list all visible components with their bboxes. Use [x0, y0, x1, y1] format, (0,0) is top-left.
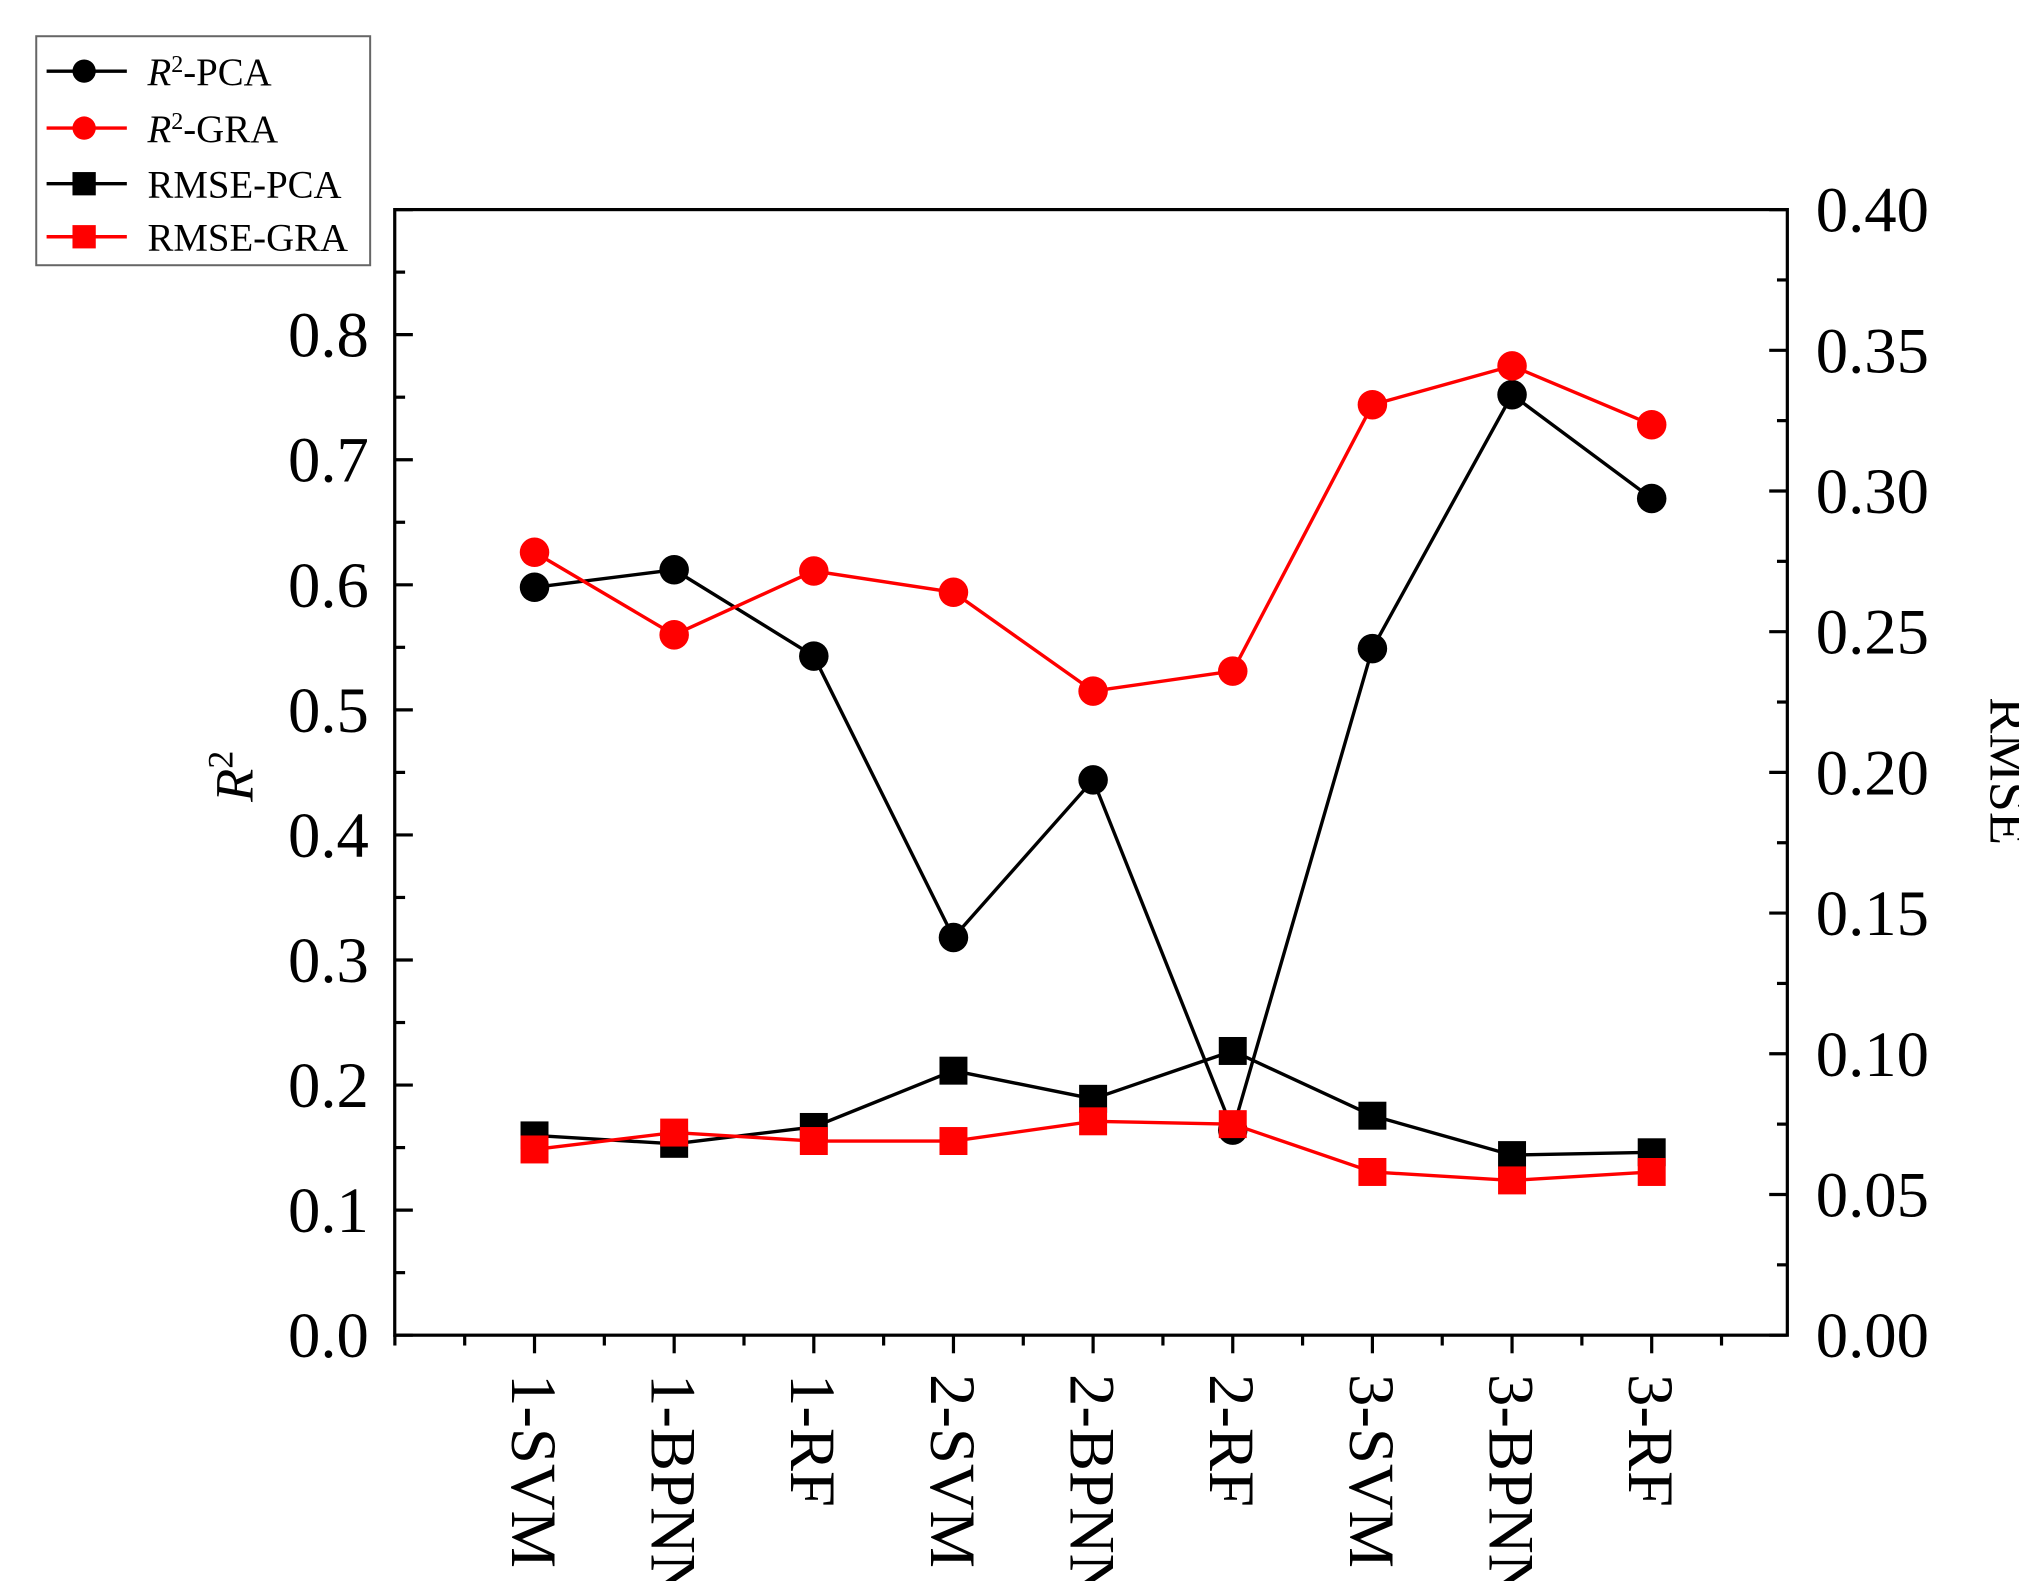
left-tick-label: 0.5	[288, 674, 369, 746]
right-tick-label: 0.10	[1816, 1018, 1929, 1090]
right-tick-label: 0.35	[1816, 314, 1929, 386]
data-point	[1078, 765, 1108, 795]
data-point	[939, 1127, 968, 1155]
legend-entry: R2-PCA	[46, 51, 272, 94]
data-point	[519, 537, 550, 568]
data-point	[1218, 1110, 1247, 1139]
data-point	[1498, 1141, 1527, 1170]
data-point	[1637, 1157, 1666, 1186]
legend: R2-PCA R2-GRA RMSE-PCA RMSE-GRA	[35, 35, 372, 267]
data-point	[1357, 633, 1388, 664]
series-r-gra	[519, 351, 1667, 706]
legend-entry: RMSE-GRA	[46, 217, 348, 260]
data-point	[1218, 656, 1248, 686]
right-tick-label: 0.05	[1816, 1158, 1929, 1230]
legend-label: R2-GRA	[147, 108, 279, 151]
data-point	[938, 922, 969, 953]
data-point	[660, 1118, 689, 1147]
series-layer	[519, 351, 1667, 1195]
left-tick-label: 0.3	[288, 924, 369, 996]
data-point	[799, 556, 829, 586]
data-point	[1498, 1166, 1527, 1195]
right-axis-title: RMSE	[1979, 697, 2019, 845]
data-point	[1497, 379, 1527, 410]
legend-entry: RMSE-PCA	[46, 164, 342, 207]
data-point	[659, 620, 689, 650]
x-tick-label: 2-SVM	[917, 1374, 989, 1568]
right-tick-label: 0.00	[1816, 1299, 1929, 1371]
right-tick-label: 0.30	[1816, 455, 1929, 527]
left-tick-label: 0.7	[288, 424, 369, 496]
data-point	[1079, 1107, 1108, 1136]
data-point	[1357, 389, 1388, 420]
left-tick-label: 0.1	[288, 1174, 369, 1246]
series-line	[533, 364, 1653, 693]
left-tick-label: 0.6	[288, 549, 369, 621]
right-y-axis: 0.00 0.05 0.10 0.15 0.20 0.25 0.30 0.35 0.40 RMSE	[1769, 174, 2019, 1371]
legend-marker	[72, 225, 96, 249]
x-tick-label: 2-RF	[1196, 1374, 1268, 1507]
legend-label: RMSE-PCA	[148, 164, 342, 207]
data-point	[1078, 676, 1108, 706]
legend-marker	[72, 59, 96, 83]
left-tick-label: 0.4	[288, 799, 369, 871]
left-tick-label: 0.2	[288, 1049, 369, 1121]
data-point	[1358, 1157, 1387, 1186]
series-rmse-pca	[520, 1036, 1666, 1170]
right-tick-label: 0.15	[1816, 877, 1929, 949]
data-point	[1358, 1101, 1387, 1130]
left-tick-label: 0.0	[288, 1299, 369, 1371]
legend-marker	[72, 116, 96, 140]
left-axis-title: R2	[200, 751, 264, 803]
data-point	[1636, 483, 1667, 514]
left-y-axis: 0.0 0.1 0.2 0.3 0.4 0.5 0.6 0.7 0.8 R2	[200, 207, 413, 1371]
legend-entry: R2-GRA	[46, 108, 279, 151]
legend-label: RMSE-GRA	[148, 217, 348, 260]
left-tick-label: 0.8	[288, 299, 369, 371]
data-point	[519, 572, 550, 603]
legend-label: R2-PCA	[147, 51, 272, 94]
data-point	[1497, 351, 1527, 381]
x-tick-label: 1-SVM	[498, 1374, 570, 1568]
data-point	[799, 641, 829, 671]
x-tick-label: 2-BPNN	[1056, 1374, 1128, 1581]
x-axis: 1-SVM 1-BPNN 1-RF 2-SVM 2-BPNN 2-RF 3-SVM 3-BPN…	[393, 1335, 1724, 1581]
right-tick-label: 0.40	[1816, 174, 1929, 246]
x-tick-label: 3-RF	[1615, 1374, 1687, 1507]
data-point	[520, 1135, 549, 1164]
series-rmse-gra	[520, 1107, 1666, 1195]
data-point	[939, 1056, 968, 1085]
x-tick-label: 3-BPNN	[1475, 1374, 1547, 1581]
legend-marker	[72, 172, 96, 196]
data-point	[1218, 1036, 1247, 1065]
data-point	[1636, 409, 1667, 440]
data-point	[938, 577, 969, 608]
series-line	[534, 392, 1653, 1136]
series-r-pca	[519, 379, 1667, 1145]
right-tick-label: 0.25	[1816, 596, 1929, 668]
x-tick-label: 1-BPNN	[638, 1374, 710, 1581]
right-tick-label: 0.20	[1816, 736, 1929, 808]
x-tick-label: 3-SVM	[1336, 1374, 1408, 1568]
x-tick-label: 1-RF	[777, 1374, 849, 1507]
data-point	[799, 1127, 828, 1155]
data-point	[659, 555, 689, 585]
